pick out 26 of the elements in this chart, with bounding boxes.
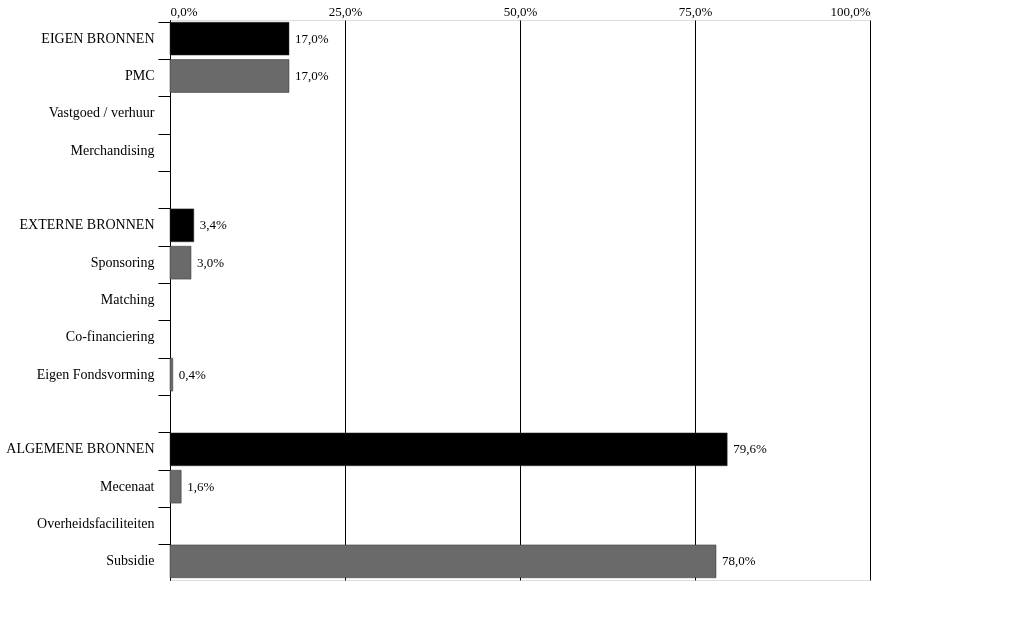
y-tick-label: ALGEMENE BRONNEN <box>6 441 155 457</box>
data-label: 17,0% <box>295 30 329 46</box>
data-label: 79,6% <box>733 441 767 457</box>
data-label: 0,4% <box>178 366 207 382</box>
data-label: 78,0% <box>722 553 756 569</box>
y-tick-label: PMC <box>124 68 155 83</box>
y-tick-label: Subsidie <box>106 553 155 569</box>
x-tick-label: 0,0% <box>170 3 198 19</box>
y-tick-label: Sponsoring <box>90 254 155 270</box>
y-tick-label: Co-financiering <box>65 329 155 345</box>
data-label: 3,0% <box>197 254 225 270</box>
y-tick-label: EXTERNE BRONNEN <box>19 217 155 233</box>
data-label: 17,0% <box>295 68 329 83</box>
y-tick-label: Eigen Fondsvorming <box>36 366 155 382</box>
y-tick-label: Overheidsfaciliteiten <box>37 516 155 531</box>
y-tick-label: Mecenaat <box>100 478 155 494</box>
x-tick-label: 25,0% <box>328 3 363 19</box>
y-tick-label: Merchandising <box>70 142 155 158</box>
x-tick-label: 50,0% <box>503 3 538 19</box>
data-label: 3,4% <box>199 217 228 233</box>
y-tick-label: Matching <box>100 292 155 307</box>
x-tick-label: 75,0% <box>678 3 713 19</box>
y-tick-label: Vastgoed / verhuur <box>48 105 155 121</box>
x-tick-label: 100,0% <box>830 3 871 19</box>
data-label: 1,6% <box>187 478 215 494</box>
y-tick-label: EIGEN BRONNEN <box>41 30 155 46</box>
